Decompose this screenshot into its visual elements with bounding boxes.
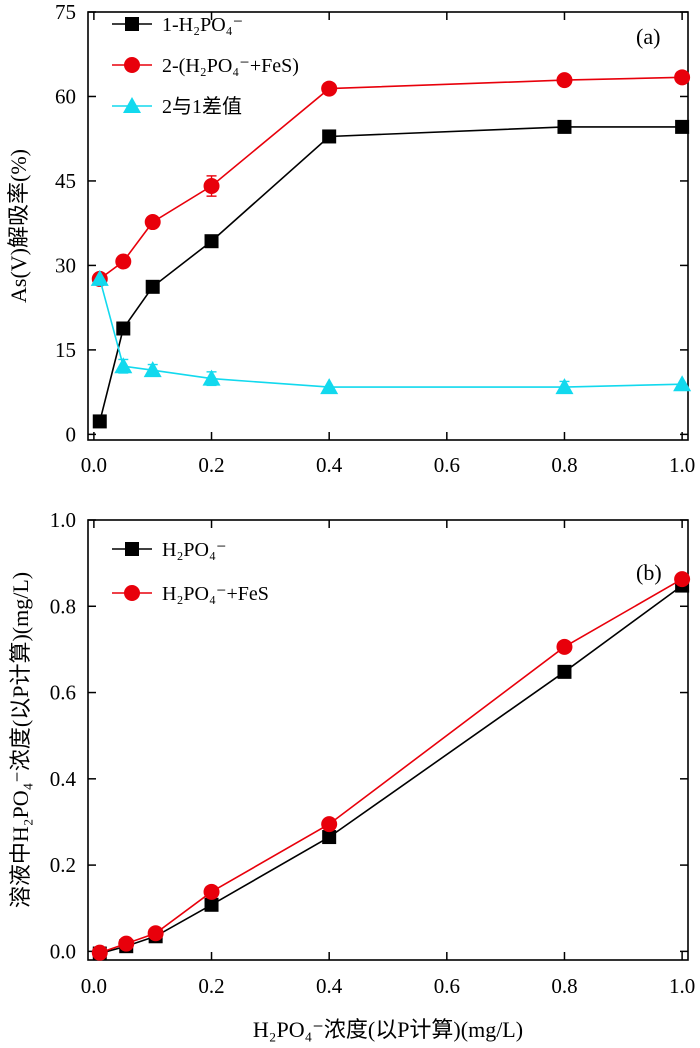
panel-a-data-point bbox=[92, 414, 107, 429]
panel-a-x-tick-label: 0.0 bbox=[81, 453, 107, 477]
panel-a-legend-entry-2: 2-(H₂PO₄⁻+FeS) bbox=[112, 55, 299, 77]
panel-a-data-point bbox=[90, 269, 109, 286]
panel-b-series-line bbox=[99, 584, 683, 955]
panel-a-y-axis-title: As(V)解吸率(%) bbox=[6, 149, 31, 303]
panel-a-series-1 bbox=[92, 119, 690, 429]
panel-a-series-line bbox=[99, 126, 683, 422]
panel-a-data-point bbox=[115, 253, 132, 270]
panel-a-legend-marker bbox=[123, 97, 141, 113]
panel-a-x-tick-label: 0.4 bbox=[316, 453, 343, 477]
panel-a-data-point bbox=[675, 119, 690, 134]
panel-b-x-tick-label: 0.8 bbox=[551, 974, 577, 998]
panel-b-x-tick-label: 1.0 bbox=[669, 974, 695, 998]
panel-a-data-point bbox=[143, 361, 162, 378]
panel-b-data-point bbox=[674, 571, 691, 588]
panel-a-data-point bbox=[145, 279, 160, 294]
panel-a-x-tick-label: 1.0 bbox=[669, 453, 695, 477]
panel-b-series-2 bbox=[91, 571, 691, 961]
panel-a-x-tick-label: 0.6 bbox=[434, 453, 460, 477]
panel-b-y-tick-label: 0.0 bbox=[50, 939, 76, 963]
panel-b-legend-entry-2: H₂PO₄⁻+FeS bbox=[112, 583, 269, 605]
panel-b-data-point bbox=[321, 816, 338, 833]
panel-a-x-tick-label: 0.8 bbox=[551, 453, 577, 477]
panel-a-data-point bbox=[114, 357, 133, 374]
panel-a-data-point bbox=[116, 321, 131, 336]
panel-a-legend-label: 1-H₂PO₄⁻ bbox=[162, 14, 243, 36]
panel-b-label: (b) bbox=[636, 560, 662, 585]
panel-b-x-axis-title: H₂PO₄⁻浓度(以P计算)(mg/L) bbox=[253, 1017, 523, 1042]
panel-a-label: (a) bbox=[636, 24, 660, 49]
panel-b-y-axis-title: 溶液中H₂PO₄⁻浓度(以P计算)(mg/L) bbox=[8, 572, 33, 908]
panel-a-legend-entry-1: 1-H₂PO₄⁻ bbox=[112, 14, 243, 36]
panel-b-legend-marker bbox=[125, 542, 139, 556]
panel-b-y-tick-label: 0.2 bbox=[50, 853, 76, 877]
panel-b: 0.0 0.2 0.4 0.6 0.8 1.0 0.0 0.2 0.4 0.6 0.8 1.0 溶液中H… bbox=[8, 508, 695, 1042]
panel-b-x-tick-label: 0.4 bbox=[316, 974, 343, 998]
panel-a-data-point bbox=[557, 119, 572, 134]
panel-b-data-point bbox=[204, 897, 219, 912]
panel-b-data-point bbox=[147, 925, 164, 942]
panel-b-y-tick-label: 0.8 bbox=[50, 594, 76, 618]
panel-a-y-tick-label: 45 bbox=[55, 169, 76, 193]
panel-b-data-point bbox=[322, 830, 337, 845]
panel-a-data-point bbox=[144, 214, 161, 231]
panel-b-x-tick-label: 0.0 bbox=[81, 974, 107, 998]
panel-b-data-point bbox=[91, 944, 108, 961]
panel-a-data-point bbox=[673, 375, 692, 392]
panel-a-data-point bbox=[203, 178, 220, 195]
panel-b-data-point bbox=[203, 883, 220, 900]
panel-b-series-1 bbox=[92, 578, 690, 961]
panel-a-data-point bbox=[322, 129, 337, 144]
panel-a-plot-frame bbox=[87, 11, 689, 441]
panel-b-x-tick-label: 0.6 bbox=[434, 974, 460, 998]
panel-a-y-tick-label: 60 bbox=[55, 84, 76, 108]
panel-b-series-line bbox=[99, 578, 683, 954]
panel-b-y-tick-label: 0.4 bbox=[50, 767, 77, 791]
panel-b-x-tick-label: 0.2 bbox=[198, 974, 224, 998]
panel-b-legend-label: H₂PO₄⁻ bbox=[162, 539, 227, 561]
panel-b-y-tick-label: 0.6 bbox=[50, 681, 76, 705]
panel-a-legend-entry-3: 2与1差值 bbox=[112, 95, 242, 118]
panel-a: 0.0 0.2 0.4 0.6 0.8 1.0 0 15 30 45 60 75 As(V)解吸率(%)… bbox=[6, 0, 695, 477]
panel-a-data-point bbox=[204, 234, 219, 249]
panel-a-legend-marker bbox=[124, 57, 140, 73]
panel-a-series-3 bbox=[90, 269, 692, 395]
panel-a-data-point bbox=[556, 72, 573, 89]
panel-b-y-tick-label: 1.0 bbox=[50, 508, 76, 532]
panel-a-x-tick-label: 0.2 bbox=[198, 453, 224, 477]
panel-a-y-tick-label: 15 bbox=[55, 338, 76, 362]
panel-b-legend-marker bbox=[124, 585, 140, 601]
panel-b-legend-label: H₂PO₄⁻+FeS bbox=[162, 583, 269, 605]
panel-a-series-line bbox=[99, 278, 683, 388]
panel-b-legend-entry-1: H₂PO₄⁻ bbox=[112, 539, 227, 561]
panel-a-legend-label: 2与1差值 bbox=[162, 95, 242, 118]
panel-a-data-point bbox=[674, 69, 691, 86]
panel-a-data-point bbox=[555, 378, 574, 395]
panel-a-data-point bbox=[321, 80, 338, 97]
panel-a-y-tick-label: 30 bbox=[55, 253, 76, 277]
panel-a-legend-label: 2-(H₂PO₄⁻+FeS) bbox=[162, 55, 299, 77]
panel-b-data-point bbox=[118, 935, 135, 952]
panel-a-y-tick-label: 0 bbox=[66, 422, 77, 446]
panel-a-y-tick-label: 75 bbox=[55, 0, 76, 24]
panel-a-legend-marker bbox=[125, 17, 139, 31]
panel-b-plot-frame bbox=[87, 519, 689, 961]
panel-a-data-point bbox=[202, 369, 221, 386]
panel-b-data-point bbox=[557, 664, 572, 679]
panel-b-data-point bbox=[556, 638, 573, 655]
panel-a-data-point bbox=[320, 378, 339, 395]
